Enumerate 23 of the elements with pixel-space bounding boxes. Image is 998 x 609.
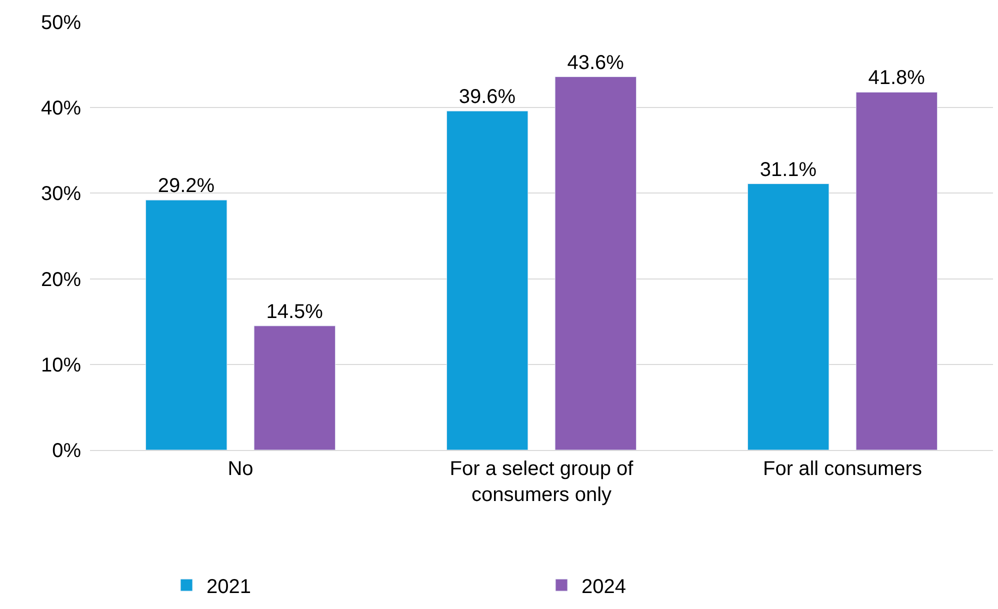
y-tick-label: 50% bbox=[40, 12, 82, 34]
data-label: 14.5% bbox=[266, 300, 324, 323]
y-tick-label: 40% bbox=[40, 98, 82, 120]
data-label: 29.2% bbox=[158, 175, 215, 198]
x-tick-label: For all consumers bbox=[763, 458, 922, 480]
data-label: 39.6% bbox=[458, 86, 516, 108]
data-label: 31.1% bbox=[760, 158, 817, 181]
y-tick-label: 0% bbox=[52, 440, 82, 462]
bar bbox=[145, 200, 228, 450]
legend-label: 2024 bbox=[582, 576, 626, 598]
x-tick-label: No bbox=[228, 458, 254, 480]
bar bbox=[554, 76, 637, 450]
y-tick-label: 20% bbox=[40, 268, 82, 291]
data-label: 41.8% bbox=[868, 67, 926, 90]
y-tick-label: 30% bbox=[40, 183, 82, 206]
legend-label: 2021 bbox=[206, 576, 251, 598]
data-label: 43.6% bbox=[567, 52, 624, 74]
bar bbox=[747, 184, 830, 450]
bar bbox=[856, 92, 938, 450]
x-tick-label: For a select group of consumers only bbox=[450, 458, 634, 506]
bar bbox=[254, 326, 336, 450]
y-tick-label: 10% bbox=[40, 354, 82, 376]
bar bbox=[446, 110, 528, 450]
